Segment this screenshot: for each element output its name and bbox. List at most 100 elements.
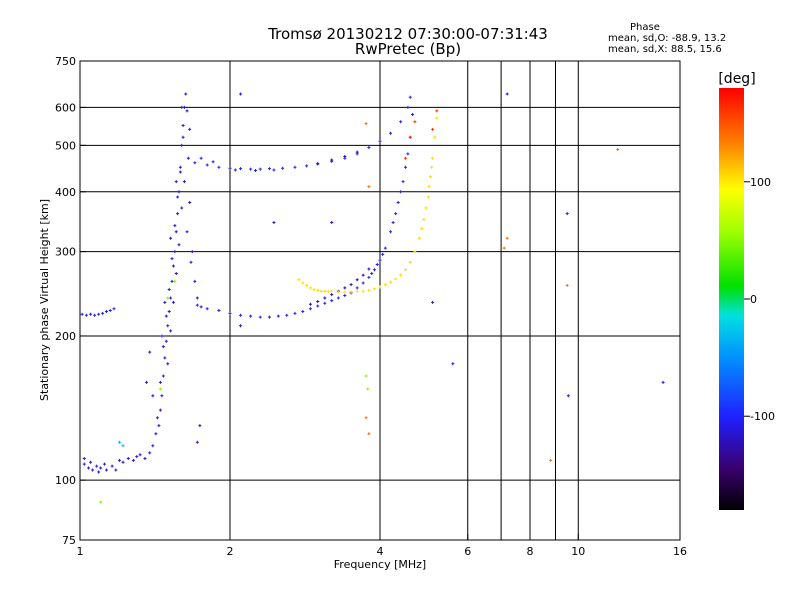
data-point	[198, 424, 202, 428]
data-point	[189, 260, 193, 264]
data-point	[312, 288, 316, 292]
data-point	[330, 299, 334, 303]
data-point	[433, 135, 437, 139]
y-tick-label: 75	[62, 534, 76, 547]
data-point	[367, 185, 371, 189]
data-point	[406, 105, 410, 109]
data-point	[403, 156, 407, 160]
data-point	[403, 268, 407, 272]
data-point	[364, 374, 368, 378]
x-tick-label: 1	[77, 545, 84, 558]
data-point	[258, 167, 262, 171]
data-point	[239, 92, 243, 96]
x-tick-label: 10	[571, 545, 585, 558]
data-point	[502, 246, 506, 250]
data-point	[228, 166, 232, 170]
data-point	[373, 287, 377, 291]
data-point	[330, 221, 334, 225]
data-point	[205, 307, 209, 311]
data-point	[258, 315, 262, 319]
data-point	[565, 212, 569, 216]
data-point	[361, 273, 365, 277]
data-point	[367, 145, 371, 149]
data-point	[293, 165, 297, 169]
data-point	[389, 280, 393, 284]
data-point	[343, 290, 347, 294]
data-point	[182, 105, 186, 109]
data-point	[411, 112, 415, 116]
data-point	[182, 180, 186, 184]
data-point	[199, 156, 203, 160]
data-point	[267, 315, 271, 319]
data-point	[505, 236, 509, 240]
data-point	[422, 218, 426, 222]
data-point	[343, 293, 347, 297]
data-point	[181, 124, 185, 128]
data-point	[93, 313, 97, 317]
data-point	[323, 296, 327, 300]
phase-stats-x-mode: mean, sd,X: 88.5, 15.6	[608, 44, 722, 55]
data-point	[661, 380, 665, 384]
data-point	[170, 279, 174, 283]
data-point	[565, 283, 569, 287]
data-point	[549, 458, 553, 462]
data-point	[451, 362, 455, 366]
data-point	[89, 460, 93, 464]
data-point	[336, 296, 340, 300]
colorbar-ticks: 100 0 -100	[744, 176, 775, 423]
data-point	[104, 309, 108, 313]
data-point	[188, 127, 192, 131]
data-point	[364, 416, 368, 420]
data-point	[99, 466, 103, 470]
data-point	[566, 394, 570, 398]
data-point	[406, 152, 410, 156]
data-point	[171, 264, 175, 268]
data-point	[355, 150, 359, 154]
data-point	[199, 305, 203, 309]
data-point	[174, 272, 178, 276]
data-point	[403, 165, 407, 169]
data-point	[195, 303, 199, 307]
data-point	[239, 167, 243, 171]
colorbar-tick-label: 0	[750, 293, 757, 306]
data-point	[164, 339, 168, 343]
data-point	[99, 500, 103, 504]
data-point	[316, 304, 320, 308]
colorbar-tick-label: 100	[750, 176, 771, 189]
data-point	[205, 163, 209, 167]
data-point	[117, 458, 121, 462]
data-point	[396, 200, 400, 204]
data-point	[435, 116, 439, 120]
phase-stats-heading: Phase	[630, 22, 660, 33]
data-point	[178, 165, 182, 169]
data-point	[305, 283, 309, 287]
data-point	[195, 440, 199, 444]
data-point	[155, 416, 159, 420]
data-point	[343, 154, 347, 158]
data-point	[160, 334, 164, 338]
data-point	[166, 324, 170, 328]
data-point	[169, 296, 173, 300]
data-point	[151, 444, 155, 448]
data-point	[249, 314, 253, 318]
colorbar-label: [deg]	[718, 71, 755, 87]
data-point	[169, 329, 173, 333]
data-point	[367, 267, 371, 271]
data-point	[383, 283, 387, 287]
y-tick-label: 500	[55, 139, 76, 152]
data-point	[161, 374, 165, 378]
data-point	[330, 289, 334, 293]
data-point	[355, 278, 359, 282]
data-point	[193, 161, 197, 165]
data-point	[431, 300, 435, 304]
data-point	[370, 272, 374, 276]
data-point	[349, 290, 353, 294]
data-point	[408, 260, 412, 264]
data-point	[239, 313, 243, 317]
data-point	[160, 394, 164, 398]
data-point	[330, 293, 334, 297]
data-point	[180, 143, 184, 147]
x-tick-label: 4	[377, 545, 384, 558]
data-point	[239, 324, 243, 328]
data-point	[343, 286, 347, 290]
